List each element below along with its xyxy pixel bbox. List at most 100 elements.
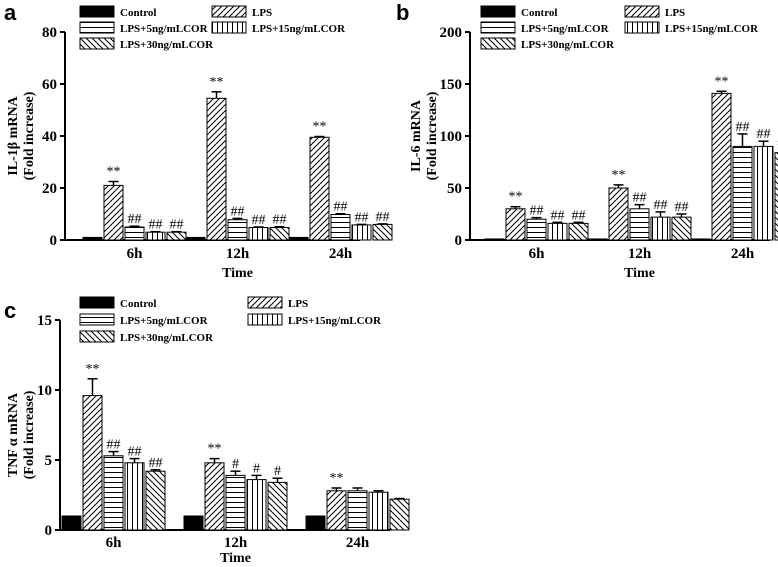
legend: Control LPS LPS+5ng/mLCOR LPS+15ng/mLCOR LPS… xyxy=(480,5,759,51)
bar-b-12h-s2 xyxy=(629,208,650,241)
significance-hash: ## xyxy=(355,210,369,225)
bar-a-24h-s0 xyxy=(288,236,309,241)
bar-a-12h-s0 xyxy=(185,236,206,241)
chart-panel-b: b 0 50 100 150 200 IL-6 mRNA (Fold increase) ** #… xyxy=(396,0,778,281)
bar-b-6h-s4 xyxy=(568,222,589,241)
x-axis-label: Time xyxy=(624,266,655,281)
x-axis-label: Time xyxy=(220,551,251,566)
legend-label: LPS xyxy=(665,7,685,19)
significance-hash: ## xyxy=(757,127,771,142)
y-tick-label: 150 xyxy=(440,77,463,93)
significance-asterisks: ** xyxy=(509,190,523,205)
bar-c-12h-s3 xyxy=(246,479,267,531)
legend-swatch xyxy=(624,5,660,18)
bar-a-6h-s0 xyxy=(82,236,103,241)
significance-hash: # xyxy=(274,464,281,479)
bar-a-24h-s1 xyxy=(309,136,330,241)
y-axis-label-units: (Fold increase) xyxy=(425,91,440,180)
y-tick-label: 10 xyxy=(37,383,52,399)
bar-b-6h-s1 xyxy=(505,208,526,241)
significance-hash: ## xyxy=(252,213,266,228)
bar-b-12h-s4 xyxy=(671,216,692,241)
bar-c-12h-s2 xyxy=(225,474,246,531)
bar-c-6h-s2 xyxy=(103,455,124,531)
bar-a-6h-s2 xyxy=(124,226,145,241)
y-tick-label: 80 xyxy=(42,25,57,41)
significance-asterisks: ** xyxy=(715,74,729,89)
x-category-label: 12h xyxy=(224,535,248,551)
bar-a-24h-s4 xyxy=(372,223,393,241)
legend-label: LPS+30ng/mLCOR xyxy=(120,332,214,344)
legend-swatch xyxy=(480,21,516,34)
significance-asterisks: ** xyxy=(107,165,121,180)
panel-letter: c xyxy=(4,298,16,323)
legend-swatch xyxy=(480,5,516,18)
y-tick-label: 50 xyxy=(447,181,462,197)
bar-b-24h-s1 xyxy=(711,92,732,241)
panel-letter: a xyxy=(4,0,17,25)
y-axis-label: TNF α mRNA xyxy=(6,392,21,477)
legend-swatch xyxy=(480,37,516,50)
bar-b-6h-s2 xyxy=(526,218,547,241)
legend-label: LPS+30ng/mLCOR xyxy=(521,39,615,51)
legend-label: LPS xyxy=(252,7,272,19)
y-axis-label: IL-6 mRNA xyxy=(409,99,424,172)
bar-a-12h-s3 xyxy=(248,227,269,241)
y-tick-label: 5 xyxy=(45,453,53,469)
y-tick-label: 60 xyxy=(42,77,57,93)
bar-b-24h-s4 xyxy=(774,152,778,241)
y-tick-label: 15 xyxy=(37,313,52,329)
significance-asterisks: ** xyxy=(313,120,327,135)
y-axis-label: IL-1β mRNA xyxy=(6,95,21,175)
panel-letter: b xyxy=(396,0,409,25)
bar-b-12h-s1 xyxy=(608,187,629,241)
significance-asterisks: ** xyxy=(612,168,626,183)
significance-hash: ## xyxy=(149,218,163,233)
significance-hash: ## xyxy=(128,445,142,460)
significance-asterisks: ** xyxy=(208,442,222,457)
legend-label: LPS+30ng/mLCOR xyxy=(120,39,214,51)
bar-b-24h-s0 xyxy=(690,238,711,241)
significance-hash: ## xyxy=(273,213,287,228)
significance-hash: ## xyxy=(572,208,586,223)
legend-label: LPS+15ng/mLCOR xyxy=(288,315,382,327)
bar-a-12h-s4 xyxy=(269,227,290,241)
bar-c-6h-s0 xyxy=(61,515,82,531)
legend-swatch xyxy=(247,296,283,309)
x-category-label: 12h xyxy=(628,246,652,262)
legend-label: Control xyxy=(120,7,156,19)
bar-a-12h-s2 xyxy=(227,219,248,241)
y-tick-label: 40 xyxy=(42,129,57,145)
y-tick-label: 200 xyxy=(440,25,463,41)
significance-hash: ## xyxy=(633,191,647,206)
significance-hash: ## xyxy=(231,204,245,219)
legend-label: Control xyxy=(120,298,156,310)
significance-hash: ## xyxy=(149,456,163,471)
legend-swatch xyxy=(79,21,115,34)
bar-a-6h-s4 xyxy=(166,231,187,241)
bar-c-6h-s1 xyxy=(82,395,103,531)
legend: Control LPS LPS+5ng/mLCOR LPS+15ng/mLCOR LPS… xyxy=(79,296,382,344)
significance-hash: ## xyxy=(107,438,121,453)
legend-label: LPS+15ng/mLCOR xyxy=(252,23,346,35)
significance-hash: ## xyxy=(376,210,390,225)
x-category-label: 6h xyxy=(127,246,144,262)
bar-b-12h-s3 xyxy=(650,216,671,241)
bar-b-24h-s2 xyxy=(732,145,753,241)
significance-hash: ## xyxy=(675,200,689,215)
significance-asterisks: ** xyxy=(210,75,224,90)
significance-asterisks: ** xyxy=(86,362,100,377)
significance-hash: ## xyxy=(128,212,142,227)
bar-b-6h-s0 xyxy=(484,238,505,241)
bar-c-12h-s1 xyxy=(204,462,225,531)
legend-swatch xyxy=(247,313,283,326)
y-tick-label: 20 xyxy=(42,181,57,197)
legend-swatch xyxy=(79,37,115,50)
bar-c-24h-s0 xyxy=(305,515,326,531)
x-category-label: 24h xyxy=(731,246,755,262)
bar-b-12h-s0 xyxy=(587,238,608,241)
significance-asterisks: ** xyxy=(330,471,344,486)
legend-label: LPS+5ng/mLCOR xyxy=(120,315,209,327)
